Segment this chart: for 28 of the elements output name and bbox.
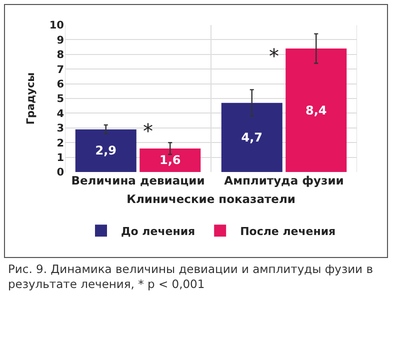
x-axis-title: Клинические показатели (126, 192, 296, 206)
y-axis-title: Градусы (25, 72, 37, 125)
y-tick-label: 1 (56, 152, 64, 164)
legend-label: До лечения (121, 224, 196, 238)
data-label: 1,6 (159, 153, 181, 168)
data-label: 8,4 (305, 103, 327, 118)
y-tick-label: 3 (56, 122, 64, 135)
data-label: 4,7 (241, 130, 263, 144)
annotation: * (269, 44, 279, 68)
y-tick-label: 7 (56, 64, 64, 76)
annotation: * (143, 119, 153, 143)
bar (286, 48, 347, 172)
legend-label: После лечения (240, 224, 336, 238)
bar (221, 102, 282, 172)
x-tick-label: Величина девиации (71, 174, 205, 188)
y-tick-label: 4 (56, 108, 64, 120)
y-tick-label: 2 (56, 137, 64, 150)
y-tick-label: 5 (56, 93, 64, 106)
bar (140, 148, 201, 172)
bar (75, 129, 136, 172)
y-tick-label: 10 (49, 20, 64, 32)
y-tick-label: 9 (56, 34, 64, 46)
y-tick-label: 0 (56, 166, 64, 179)
text: Рис. 9. Динамика величины девиации и амплитуды фузии в результате лечения, * p < 0,001 (8, 262, 374, 292)
x-tick-label: Амплитуда фузии (224, 174, 344, 188)
y-tick-label: 6 (56, 78, 64, 90)
data-label: 2,9 (95, 144, 117, 158)
y-tick-label: 8 (56, 49, 64, 62)
